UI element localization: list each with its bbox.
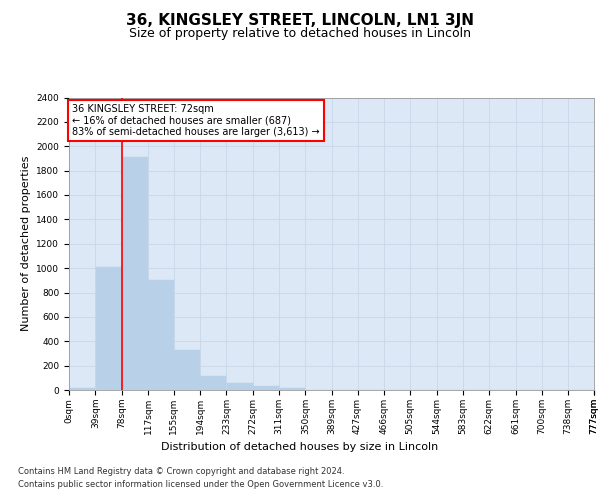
Bar [69,388,95,390]
Text: 36, KINGSLEY STREET, LINCOLN, LN1 3JN: 36, KINGSLEY STREET, LINCOLN, LN1 3JN [126,12,474,28]
Text: Contains public sector information licensed under the Open Government Licence v3: Contains public sector information licen… [18,480,383,489]
Bar [227,384,253,390]
Bar [174,350,200,390]
Y-axis label: Number of detached properties: Number of detached properties [21,156,31,332]
Bar [253,386,279,390]
Text: Size of property relative to detached houses in Lincoln: Size of property relative to detached ho… [129,28,471,40]
Bar [148,280,174,390]
Bar [200,376,226,390]
Bar [95,267,122,390]
Text: Distribution of detached houses by size in Lincoln: Distribution of detached houses by size … [161,442,439,452]
Bar [122,157,148,390]
Bar [280,388,305,390]
Text: 36 KINGSLEY STREET: 72sqm
← 16% of detached houses are smaller (687)
83% of semi: 36 KINGSLEY STREET: 72sqm ← 16% of detac… [73,104,320,137]
Text: Contains HM Land Registry data © Crown copyright and database right 2024.: Contains HM Land Registry data © Crown c… [18,468,344,476]
